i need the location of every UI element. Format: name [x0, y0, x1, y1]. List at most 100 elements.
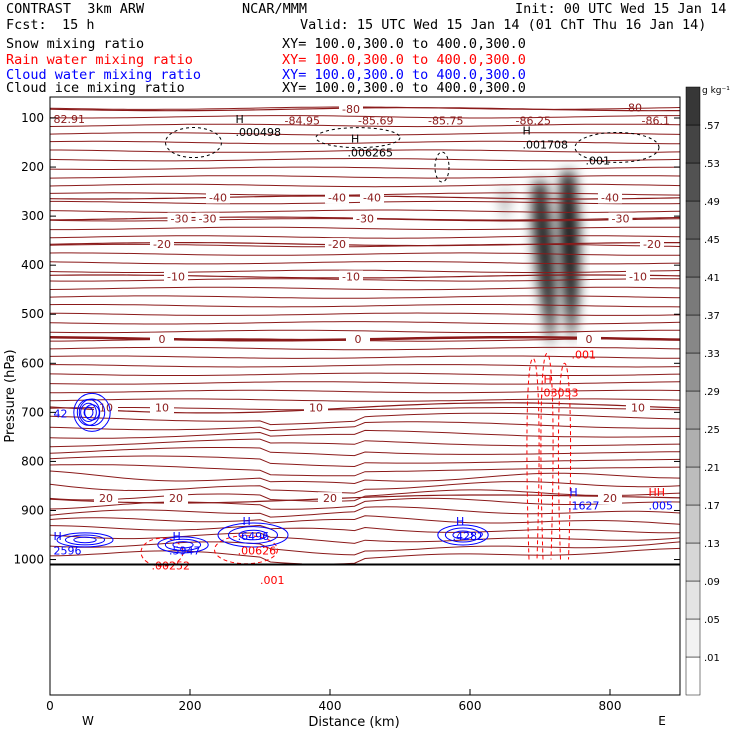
- colorbar: .01 .05 .09 .13 .17 .21 .25 .29 .33 .37 .41 .45 .49.…: [685, 86, 730, 696]
- forecast-hour: 15 h: [62, 17, 95, 33]
- y-tick-label: 900: [21, 503, 44, 517]
- isotherm-label--30: -30: [356, 213, 374, 226]
- field-cloudice-name: Cloud ice mixing ratio: [6, 80, 185, 96]
- colorbar-label: .25: [704, 425, 720, 436]
- y-tick-label: 700: [21, 405, 44, 419]
- cloud-ice-contour-1: [315, 127, 401, 149]
- colorbar-label: .41: [704, 273, 720, 284]
- cloud-water-contour-0: [78, 398, 106, 427]
- isotherm-line: [50, 286, 680, 291]
- x-tick-label: 200: [179, 699, 202, 713]
- isotherm-label-10: 10: [155, 401, 169, 414]
- cloud-water-contour-2: [157, 536, 209, 554]
- isotherm-line: [50, 447, 680, 457]
- snow-plume-2: [495, 176, 515, 226]
- colorbar-label: .45: [704, 235, 720, 246]
- y-tick-label: 300: [21, 209, 44, 223]
- colorbar-unit: g kg⁻¹: [702, 86, 730, 96]
- colorbar-label: .13: [704, 539, 720, 550]
- field-annotation: 2596: [54, 545, 82, 558]
- plot-frame: [49, 96, 681, 696]
- isotherm-line: [50, 489, 680, 502]
- cloud-ice-contour-3: [434, 151, 450, 183]
- cloud-water-contour-4: [452, 530, 474, 540]
- colorbar-label: .33: [704, 349, 720, 360]
- isotherm-line: [50, 524, 680, 534]
- isotherm-line: [50, 421, 680, 432]
- field-annotation: .03053: [540, 387, 579, 400]
- isotherm-label--40: -40: [209, 191, 227, 204]
- isotherm-label--80: -80: [342, 103, 360, 116]
- isotherm-line: [50, 149, 680, 153]
- cloud-water-contour-1: [76, 398, 101, 426]
- isotherm-line: [50, 346, 680, 351]
- isotherm-label--20: -20: [328, 238, 346, 251]
- isotherm-line: [50, 547, 680, 565]
- isotherm-line: [50, 252, 680, 256]
- field-annotation: .00626: [238, 545, 277, 558]
- isotherm--80: [50, 107, 680, 112]
- isotherm-line: [50, 278, 680, 282]
- isotherm-label--10: -10: [342, 270, 360, 283]
- y-tick-label: 600: [21, 356, 44, 370]
- cloud-water-contour-2: [172, 541, 194, 549]
- field-annotation: H: [456, 515, 464, 528]
- colorbar-segment: [685, 352, 701, 392]
- cloud-water-contour-0: [73, 392, 111, 432]
- isotherm-line: [50, 123, 680, 128]
- cloud-water-contour-5: [73, 536, 97, 544]
- colorbar-segment: [685, 314, 701, 354]
- colorbar-segment: [685, 86, 701, 126]
- isotherm-label--10: -10: [629, 270, 647, 283]
- colorbar-segment: [685, 504, 701, 544]
- field-cloudwater-xy: XY= 100.0,300.0 to 400.0,300.0: [282, 67, 526, 83]
- field-annotation: H: [243, 515, 251, 528]
- cloud-ice-contour-0: [165, 127, 222, 159]
- colorbar-label: .01: [704, 653, 720, 664]
- isotherm-label--20: -20: [643, 238, 661, 251]
- isotherm-line: [50, 209, 680, 213]
- x-tick-label: 600: [459, 699, 482, 713]
- colorbar-label: .37: [704, 311, 720, 322]
- field-annotation: .001: [586, 155, 611, 168]
- isotherm-line: [50, 183, 680, 188]
- isotherm-line: [50, 412, 680, 426]
- isotherm-label-20: 20: [323, 492, 337, 505]
- isotherm-line: [50, 532, 680, 544]
- cloud-water-contour-3: [217, 522, 289, 548]
- cloud-water-contour-1: [83, 406, 94, 419]
- isotherm-label-20: 20: [99, 492, 113, 505]
- isotherm-label--20: -20: [153, 238, 171, 251]
- isotherm-20: [50, 494, 680, 504]
- isotherm-line: [50, 355, 680, 359]
- temperature-value-label: -86.25: [516, 114, 551, 127]
- isotherm-line: [50, 398, 680, 402]
- rain-blob-0: [140, 537, 184, 567]
- field-annotation: .005: [649, 499, 674, 512]
- isotherm-label-20: 20: [169, 492, 183, 505]
- field-annotation: .1627: [568, 499, 600, 512]
- field-annotation: H: [236, 113, 244, 126]
- colorbar-segment: [685, 390, 701, 430]
- rain-contour-2: [557, 362, 572, 560]
- colorbar-label: .21: [704, 463, 720, 474]
- isotherm-line: [50, 140, 680, 145]
- isotherm-line: [50, 312, 680, 316]
- colorbar-label: .17: [704, 501, 720, 512]
- isotherm-line: [50, 304, 680, 308]
- temperature-value-label: -85.69: [358, 114, 393, 127]
- isotherm-line: [50, 470, 680, 485]
- field-annotation: HH: [649, 486, 666, 499]
- cloud-ice-contour-2: [574, 131, 660, 163]
- west-label: W: [82, 714, 94, 728]
- rain-contour-0: [526, 357, 540, 560]
- init-time: Init: 00 UTC Wed 15 Jan 14: [515, 1, 727, 17]
- y-tick-label: 400: [21, 258, 44, 272]
- isotherm-label--40: -40: [601, 191, 619, 204]
- y-tick-label: 1000: [13, 553, 44, 567]
- colorbar-segment: [685, 276, 701, 316]
- isotherm-label--10: -10: [167, 270, 185, 283]
- field-cloudwater-name: Cloud water mixing ratio: [6, 67, 202, 83]
- field-rain-xy: XY= 100.0,300.0 to 400.0,300.0: [282, 52, 526, 68]
- field-cloudice-xy: XY= 100.0,300.0 to 400.0,300.0: [282, 80, 526, 96]
